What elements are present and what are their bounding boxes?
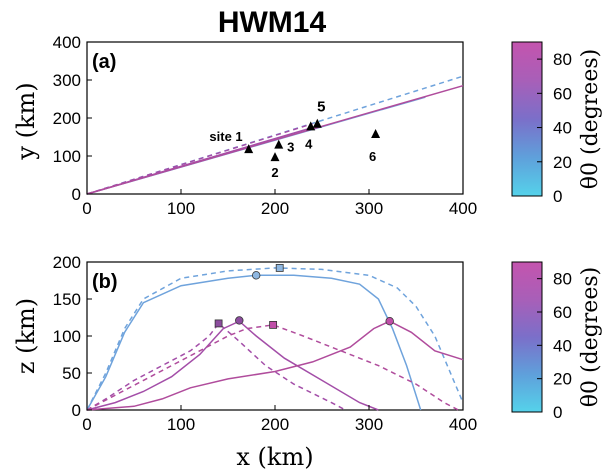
axis-a-xtick-label: 200 — [261, 199, 289, 218]
site-label-3: 3 — [287, 140, 294, 155]
axis-a-xtick-label: 0 — [82, 199, 91, 218]
z-axis-label-b: z (km) — [12, 298, 40, 374]
axis-a-xtick-label: 300 — [355, 199, 383, 218]
x-axis-label-b: x (km) — [236, 443, 313, 471]
site-marker-4 — [306, 121, 316, 131]
colorbar-tick-label: 0 — [553, 187, 562, 206]
apex-square-marker-4 — [269, 320, 278, 329]
site-label-5: 5 — [317, 99, 325, 116]
site-marker-2 — [270, 152, 280, 162]
colorbar-b-label: θ0 (degrees) — [578, 267, 603, 407]
colorbar-b: 0 20 40 60 80 θ0 (degrees) — [511, 261, 603, 422]
axes-b-frame — [86, 261, 464, 411]
apex-square-marker-0 — [275, 264, 284, 272]
axis-b-xtick-label: 0 — [82, 415, 91, 434]
apex-circle-marker-1 — [252, 271, 261, 280]
colorbar-tick-label: 20 — [553, 153, 572, 172]
colorbar-tick-label: 0 — [553, 403, 562, 422]
colorbar-a: 0 20 40 60 80 θ0 (degrees) — [511, 41, 603, 206]
axis-b-xtick-label: 200 — [261, 415, 289, 434]
axis-b-ytick-label: 50 — [62, 364, 81, 383]
colorbar-tick-label: 60 — [553, 303, 572, 322]
site-marker-6 — [371, 128, 381, 138]
axis-a-ytick-label: 400 — [53, 33, 81, 52]
site-marker-3 — [274, 139, 284, 149]
colorbar-tick-label: 40 — [553, 119, 572, 138]
axis-b-ytick-label: 0 — [72, 401, 81, 420]
axis-a-ytick-label: 100 — [53, 147, 81, 166]
site-marker-1 — [244, 144, 254, 154]
panel-a-label: (a) — [92, 51, 116, 73]
colorbar-tick-label: 80 — [553, 270, 572, 289]
path-b-series-5 — [86, 320, 464, 411]
axis-b-ytick-label: 200 — [53, 253, 81, 272]
colorbar-a-gradient — [511, 41, 543, 197]
axes-a-frame — [86, 41, 464, 195]
colorbar-a-label: θ0 (degrees) — [578, 49, 603, 189]
path-b-series-2 — [86, 322, 346, 411]
colorbar-tick-label: 60 — [553, 84, 572, 103]
path-b-series-3 — [86, 320, 379, 411]
axis-b-xtick-label: 100 — [167, 415, 195, 434]
site-marker-5 — [312, 118, 322, 128]
figure-title: HWM14 — [218, 6, 327, 39]
apex-circle-marker-5 — [385, 317, 394, 326]
axis-b-xtick-label: 400 — [449, 415, 477, 434]
path-a-series-4 — [86, 84, 464, 195]
axis-b-ytick-label: 150 — [53, 290, 81, 309]
panel-b: (b) 0 100 200 300 400 0 50 100 150 200 z (km) x (… — [12, 253, 477, 471]
axis-a-xtick-label: 100 — [167, 199, 195, 218]
path-b-series-4 — [86, 324, 459, 411]
axis-a-xtick-label: 400 — [449, 199, 477, 218]
axis-b-xtick-label: 300 — [355, 415, 383, 434]
colorbar-b-gradient — [511, 261, 543, 413]
colorbar-tick-label: 80 — [553, 50, 572, 69]
axis-a-ytick-label: 0 — [72, 185, 81, 204]
path-b-series-0 — [86, 267, 464, 411]
panel-a: site 1 23 4 5 6 (a) 0 100 200 300 400 0 100 200 300 4… — [12, 33, 477, 218]
site-label-6: 6 — [369, 149, 376, 164]
colorbar-tick-label: 40 — [553, 336, 572, 355]
y-axis-label-a: y (km) — [12, 82, 40, 160]
panel-b-label: (b) — [92, 271, 118, 293]
site-label-4: 4 — [305, 136, 313, 151]
site-label-1: site 1 — [209, 129, 242, 144]
axis-a-ytick-label: 300 — [53, 71, 81, 90]
site-label-2: 2 — [271, 165, 278, 180]
colorbar-tick-label: 20 — [553, 370, 572, 389]
apex-circle-marker-3 — [235, 316, 244, 325]
axis-a-ytick-label: 200 — [53, 109, 81, 128]
apex-square-marker-2 — [214, 319, 223, 328]
axis-b-ytick-label: 100 — [53, 327, 81, 346]
